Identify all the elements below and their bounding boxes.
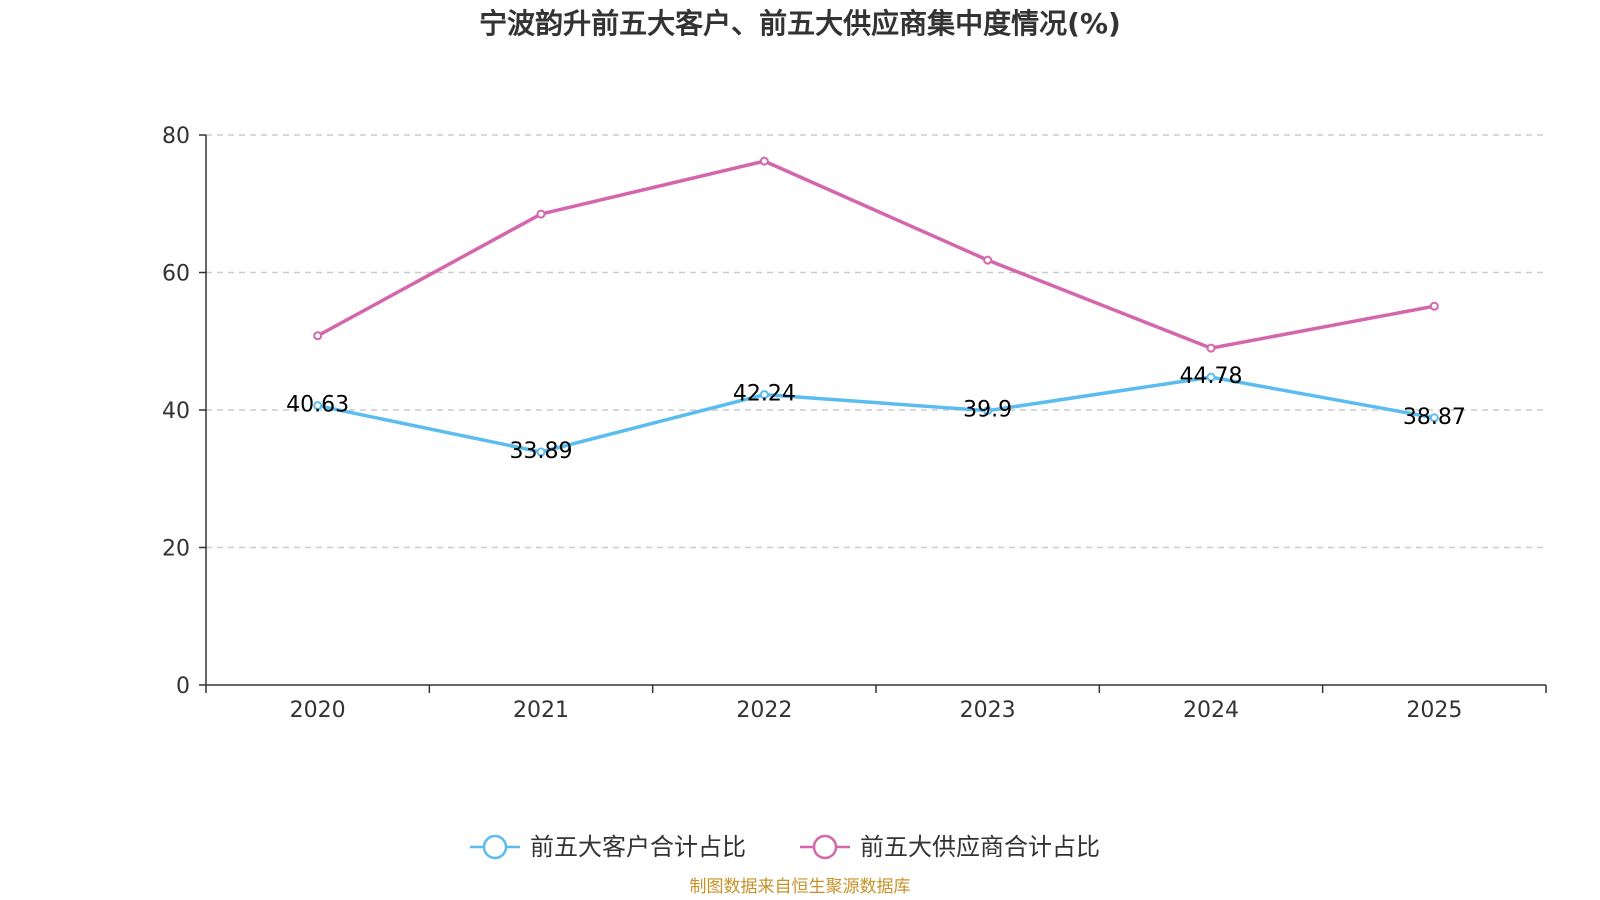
data-point-2 <box>759 156 769 166</box>
legend: 前五大客户合计占比 前五大供应商合计占比 <box>470 833 1100 861</box>
series-line-2 <box>316 159 1435 350</box>
data-label: 40.63 <box>286 393 349 418</box>
data-labels: 40.63 33.89 42.24 39.9 44.78 38.87 <box>286 364 1466 464</box>
data-label: 44.78 <box>1180 364 1243 389</box>
y-tick-label: 20 <box>162 537 190 562</box>
data-point-1 <box>1429 413 1439 423</box>
data-point-2 <box>313 331 323 341</box>
data-label: 42.24 <box>733 382 796 407</box>
source-note: 制图数据来自恒生聚源数据库 <box>690 877 911 897</box>
data-point-1 <box>983 406 993 416</box>
legend-marker-1 <box>482 834 508 860</box>
x-tick-label: 2022 <box>736 698 792 723</box>
data-point-1 <box>536 447 546 457</box>
x-tick-label: 2021 <box>513 698 569 723</box>
data-label: 39.9 <box>963 398 1012 423</box>
x-tick-label: 2020 <box>290 698 346 723</box>
data-label: 33.89 <box>510 439 573 464</box>
data-point-1 <box>1206 372 1216 382</box>
series-line-1 <box>317 375 1435 454</box>
y-tick-label: 80 <box>162 124 190 149</box>
y-tick-label: 40 <box>162 399 190 424</box>
legend-label-2: 前五大供应商合计占比 <box>860 833 1100 861</box>
data-point-2 <box>1429 301 1439 311</box>
data-point-1 <box>313 401 323 411</box>
legend-label-1: 前五大客户合计占比 <box>530 833 746 861</box>
legend-marker-2 <box>812 834 838 860</box>
y-tick-label: 0 <box>176 674 190 699</box>
data-label: 38.87 <box>1403 405 1466 430</box>
data-point-1 <box>759 390 769 400</box>
data-point-2 <box>536 209 546 219</box>
axes: 0 20 40 60 80 2020 2021 2022 2023 2024 2025 <box>162 124 1547 723</box>
x-tick-label: 2024 <box>1183 698 1239 723</box>
data-point-2 <box>983 255 993 265</box>
series-group <box>313 156 1439 457</box>
grid-lines <box>206 134 1546 549</box>
y-tick-label: 60 <box>162 262 190 287</box>
x-tick-label: 2025 <box>1406 698 1462 723</box>
data-point-2 <box>1206 343 1216 353</box>
x-tick-label: 2023 <box>960 698 1016 723</box>
chart-title: 宁波韵升前五大客户、前五大供应商集中度情况(%) <box>479 7 1121 40</box>
